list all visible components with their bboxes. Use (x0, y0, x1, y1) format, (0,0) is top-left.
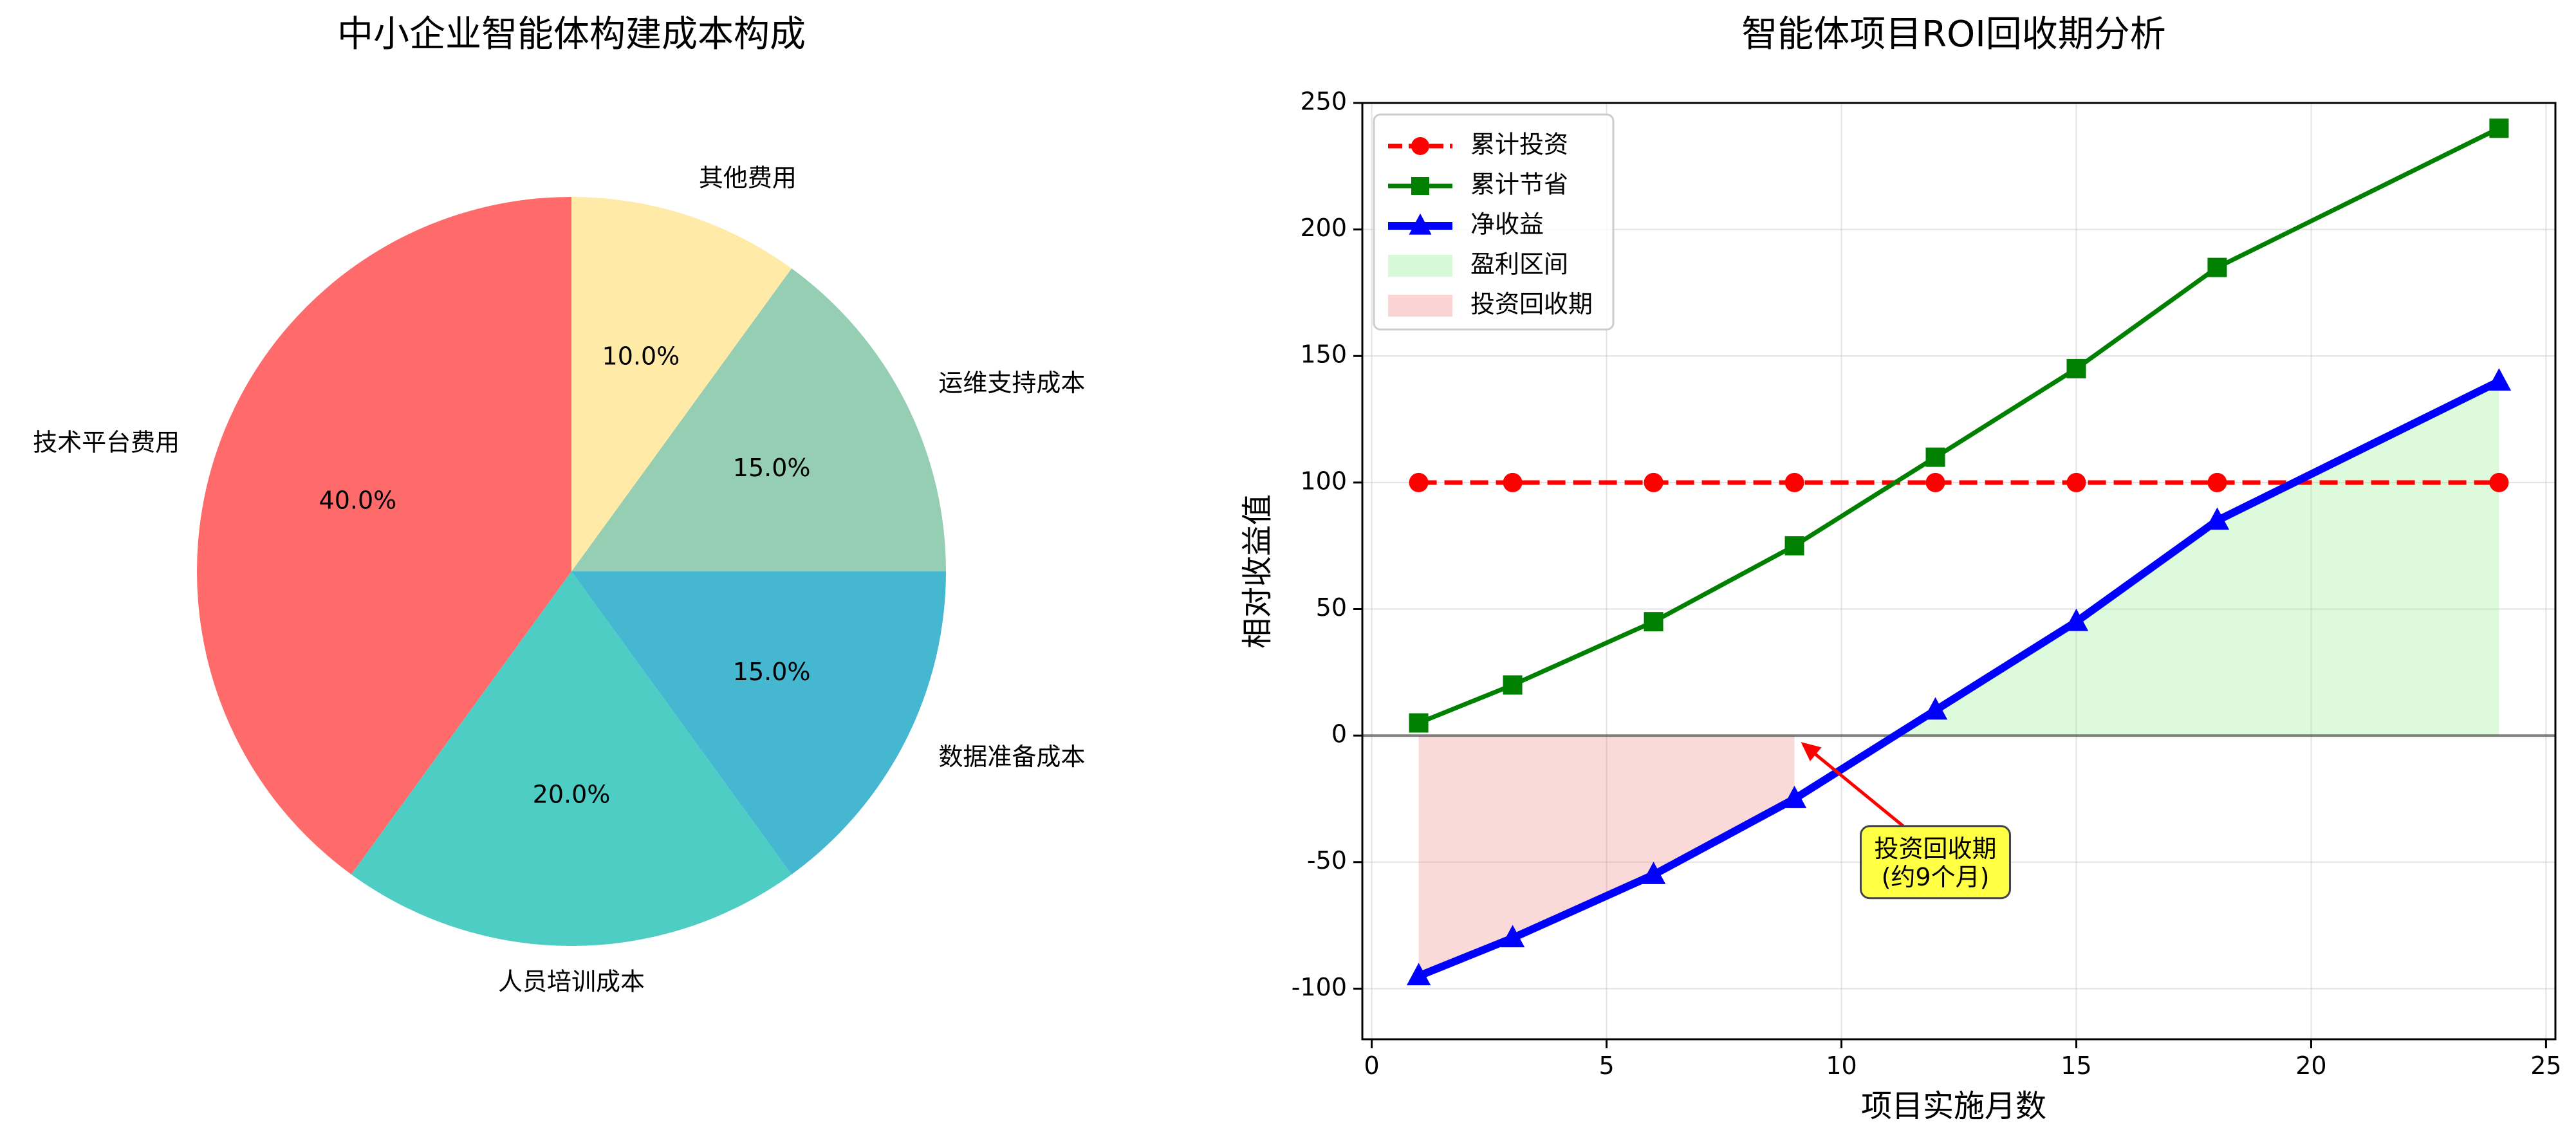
y-tick-label: 50 (1316, 593, 1347, 622)
arrow-head (1801, 742, 1822, 761)
pie-slice-label: 人员培训成本 (498, 968, 645, 996)
data-point (2489, 472, 2509, 492)
legend-label: 净收益 (1470, 210, 1544, 239)
pie-title: 中小企业智能体构建成本构成 (337, 14, 806, 55)
annotation-arrow (1808, 748, 1905, 828)
pie-slice (197, 197, 572, 875)
pie-percent-label: 10.0% (602, 342, 680, 370)
x-axis-label: 项目实施月数 (1861, 1088, 2046, 1124)
x-tick-label: 20 (2295, 1051, 2326, 1080)
legend-label: 投资回收期 (1470, 290, 1593, 319)
legend-item: 累计投资 (1388, 131, 1568, 159)
x-tick-label: 25 (2530, 1051, 2561, 1080)
data-point (1503, 675, 1523, 695)
annotation-text: (约9个月) (1882, 863, 1990, 891)
data-point (2207, 472, 2227, 492)
data-point (2207, 257, 2227, 277)
line-title: 智能体项目ROI回收期分析 (1741, 14, 2166, 55)
data-point (2205, 507, 2230, 530)
pie-slice-label: 技术平台费用 (33, 429, 180, 457)
legend-label: 盈利区间 (1470, 250, 1568, 279)
series-square (1409, 118, 2509, 733)
data-point (1500, 925, 1525, 948)
pie-percent-label: 15.0% (733, 454, 811, 482)
data-point (1503, 472, 1523, 492)
y-tick-label: 200 (1300, 214, 1347, 242)
series-triangle (1406, 368, 2512, 986)
series-circle (1409, 472, 2509, 492)
data-point (1784, 472, 1804, 492)
roi-line-chart: 智能体项目ROI回收期分析 投资回收期(约9个月) 0 5 10 15 20 25-100… (1239, 14, 2562, 1124)
y-axis-label: 相对收益值 (1239, 494, 1275, 649)
annotation-box (1860, 825, 2012, 900)
y-tick-label: 250 (1300, 88, 1347, 116)
data-point (2064, 608, 2089, 631)
payback-area (1418, 736, 1795, 976)
data-point (2066, 472, 2086, 492)
x-tick-label: 0 (1364, 1051, 1380, 1080)
pie-slice (571, 268, 946, 571)
y-tick-label: 150 (1300, 340, 1347, 369)
data-point (1409, 472, 1429, 492)
data-point (2489, 118, 2509, 138)
data-point (1925, 472, 1945, 492)
legend-swatch (1388, 295, 1452, 317)
data-point (1784, 536, 1804, 556)
annotation-text: 投资回收期 (1874, 835, 1996, 863)
pie-slice-label: 数据准备成本 (938, 743, 1085, 771)
pie-percent-label: 40.0% (319, 486, 397, 515)
pie-slice (351, 571, 792, 946)
series-line (1417, 378, 2501, 980)
pie-percent-label: 15.0% (733, 658, 811, 686)
profit-area (1895, 381, 2499, 736)
x-tick-label: 15 (2061, 1051, 2091, 1080)
data-point (1641, 861, 1666, 884)
y-tick-label: 0 (1331, 720, 1347, 748)
data-point (1782, 786, 1807, 808)
series-line (1418, 126, 2500, 725)
legend-label: 累计节省 (1470, 171, 1568, 199)
x-tick-label: 10 (1826, 1051, 1857, 1080)
axes-frame (1361, 102, 2557, 1041)
legend-marker (1409, 213, 1432, 235)
pie-slice-label: 其他费用 (699, 164, 797, 192)
data-point (1644, 612, 1663, 632)
y-tick-label: 100 (1300, 467, 1347, 495)
pie-percent-label: 20.0% (533, 781, 611, 809)
y-tick-label: -50 (1307, 846, 1347, 875)
legend-frame (1373, 113, 1615, 331)
legend-marker (1411, 137, 1429, 155)
legend-item: 累计节省 (1388, 171, 1568, 199)
data-point (1644, 472, 1663, 492)
data-point (2066, 358, 2086, 378)
y-tick-label: -100 (1292, 973, 1347, 1001)
x-tick-label: 5 (1598, 1051, 1614, 1080)
pie-slice-label: 运维支持成本 (938, 369, 1085, 397)
legend-item: 投资回收期 (1388, 290, 1593, 319)
data-point (1406, 963, 1431, 986)
pie-slice (571, 571, 946, 875)
data-point (2487, 368, 2512, 391)
legend-label: 累计投资 (1470, 131, 1568, 159)
pie-slice (571, 197, 792, 571)
legend-item: 净收益 (1388, 210, 1544, 239)
legend-item: 盈利区间 (1388, 250, 1568, 279)
legend-swatch (1388, 255, 1452, 277)
data-point (1923, 697, 1948, 720)
data-point (1409, 713, 1429, 733)
data-point (1925, 447, 1945, 467)
legend-marker (1411, 177, 1429, 195)
